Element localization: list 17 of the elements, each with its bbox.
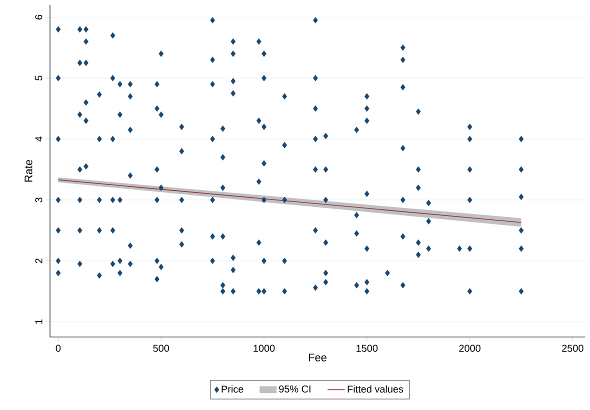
x-tick-label: 500 <box>153 344 170 352</box>
legend-label: Fitted values <box>348 385 404 393</box>
text: 95% CI <box>279 385 310 393</box>
y-axis-title: Rate <box>24 160 32 182</box>
y-tick-label: 3 <box>35 198 42 202</box>
x-tick-label: 2000 <box>459 344 480 352</box>
x-tick-label: 0 <box>56 344 61 352</box>
y-tick-label: 1 <box>35 319 42 324</box>
legend-label: Price <box>222 385 244 393</box>
y-tick-label: 5 <box>35 76 42 80</box>
y-tick-label: 6 <box>35 14 42 20</box>
x-axis-title: Fee <box>308 354 326 362</box>
x-tick-label: 2500 <box>562 344 584 352</box>
y-tick-label: 4 <box>35 136 42 142</box>
y-tick-label: 2 <box>35 258 42 264</box>
x-tick-label: 1500 <box>356 344 378 352</box>
x-tick-label: 1000 <box>254 344 275 352</box>
